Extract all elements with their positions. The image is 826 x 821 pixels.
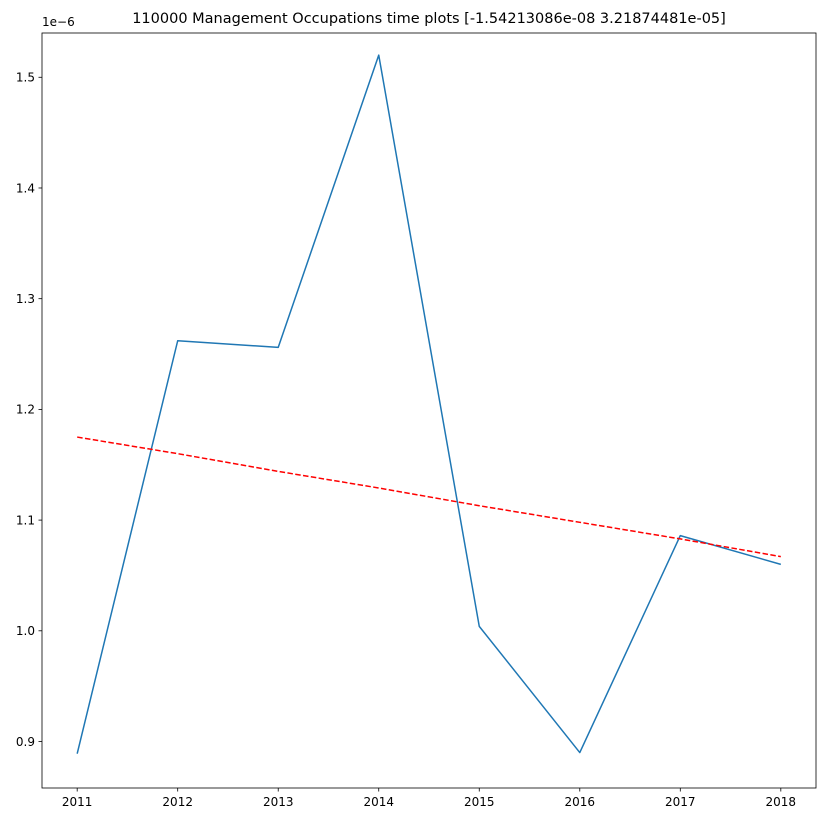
y-tick-label: 1.1 (16, 513, 35, 527)
y-axis-offset-label: 1e−6 (42, 15, 75, 29)
x-tick-label: 2018 (766, 795, 797, 809)
y-tick-label: 1.0 (16, 624, 35, 638)
x-tick-label: 2013 (263, 795, 294, 809)
y-tick-label: 0.9 (16, 735, 35, 749)
x-tick-label: 2016 (565, 795, 596, 809)
x-tick-label: 2015 (464, 795, 495, 809)
series-line-data (76, 54, 782, 754)
chart-title: 110000 Management Occupations time plots… (132, 11, 726, 27)
plot-background (42, 33, 816, 788)
y-tick-label: 1.2 (16, 403, 35, 417)
x-tick-label: 2014 (363, 795, 394, 809)
y-tick-label: 1.3 (16, 292, 35, 306)
x-tick-label: 2012 (162, 795, 193, 809)
x-tick-label: 2017 (665, 795, 696, 809)
series-layer (76, 54, 782, 754)
axes-layer: 2011 2012 2013 2014 2015 2016 2017 2018 0.9 1.0 1.… (16, 32, 817, 809)
axes-frame (41, 32, 817, 789)
plot-area (42, 33, 816, 788)
y-tick-label: 1.4 (16, 181, 35, 195)
series-line-trend (77, 436, 781, 558)
y-tick-label: 1.5 (16, 71, 35, 85)
x-tick-label: 2011 (62, 795, 93, 809)
